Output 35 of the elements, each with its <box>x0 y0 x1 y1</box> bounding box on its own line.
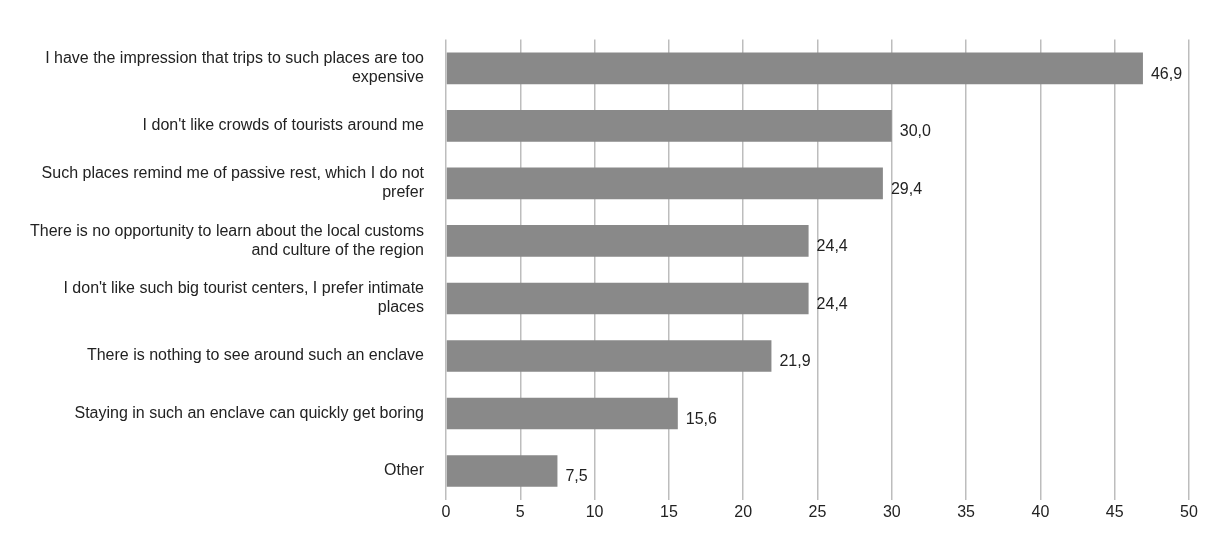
bar <box>446 455 558 487</box>
x-tick-label: 50 <box>1180 502 1198 520</box>
data-label: 30,0 <box>899 122 932 140</box>
bar <box>446 225 809 257</box>
x-tick-label: 0 <box>441 502 451 520</box>
bar <box>446 110 892 142</box>
y-tick-label: There is no opportunity to learn about the local customs and culture of the region <box>30 221 424 258</box>
bar <box>446 282 809 315</box>
y-tick-label: I don't like crowds of tourists around me <box>142 116 425 134</box>
data-label: 7,5 <box>565 467 588 485</box>
data-label: 29,4 <box>890 179 923 197</box>
y-tick-label: There is nothing to see around such an enclave <box>86 346 425 364</box>
y-tick-label: Such places remind me of passive rest, which I do not prefer <box>41 164 425 201</box>
data-label: 24,4 <box>816 237 848 255</box>
x-tick-label: 35 <box>957 502 976 520</box>
x-tick-label: 20 <box>734 502 753 520</box>
y-tick-label: I don't like such big tourist centers, I prefer intimate places <box>63 279 425 316</box>
bar <box>446 340 772 372</box>
x-tick-label: 30 <box>882 502 901 520</box>
x-tick-label: 25 <box>808 502 827 520</box>
bar <box>446 52 1143 85</box>
data-label: 15,6 <box>685 409 718 427</box>
x-tick-label: 45 <box>1105 502 1124 520</box>
data-label: 21,9 <box>779 352 811 370</box>
y-tick-label: Other <box>383 461 425 479</box>
bar <box>446 167 883 200</box>
x-tick-label: 10 <box>585 502 604 520</box>
x-tick-label: 15 <box>660 502 678 520</box>
data-label: 24,4 <box>816 294 848 312</box>
y-tick-label: I have the impression that trips to such places are too expensive <box>45 49 425 86</box>
data-label: 46,9 <box>1150 64 1183 82</box>
y-tick-label: Staying in such an enclave can quickly get boring <box>74 403 424 421</box>
x-tick-label: 5 <box>515 502 525 520</box>
bar <box>446 397 678 430</box>
x-tick-label: 40 <box>1031 502 1050 520</box>
